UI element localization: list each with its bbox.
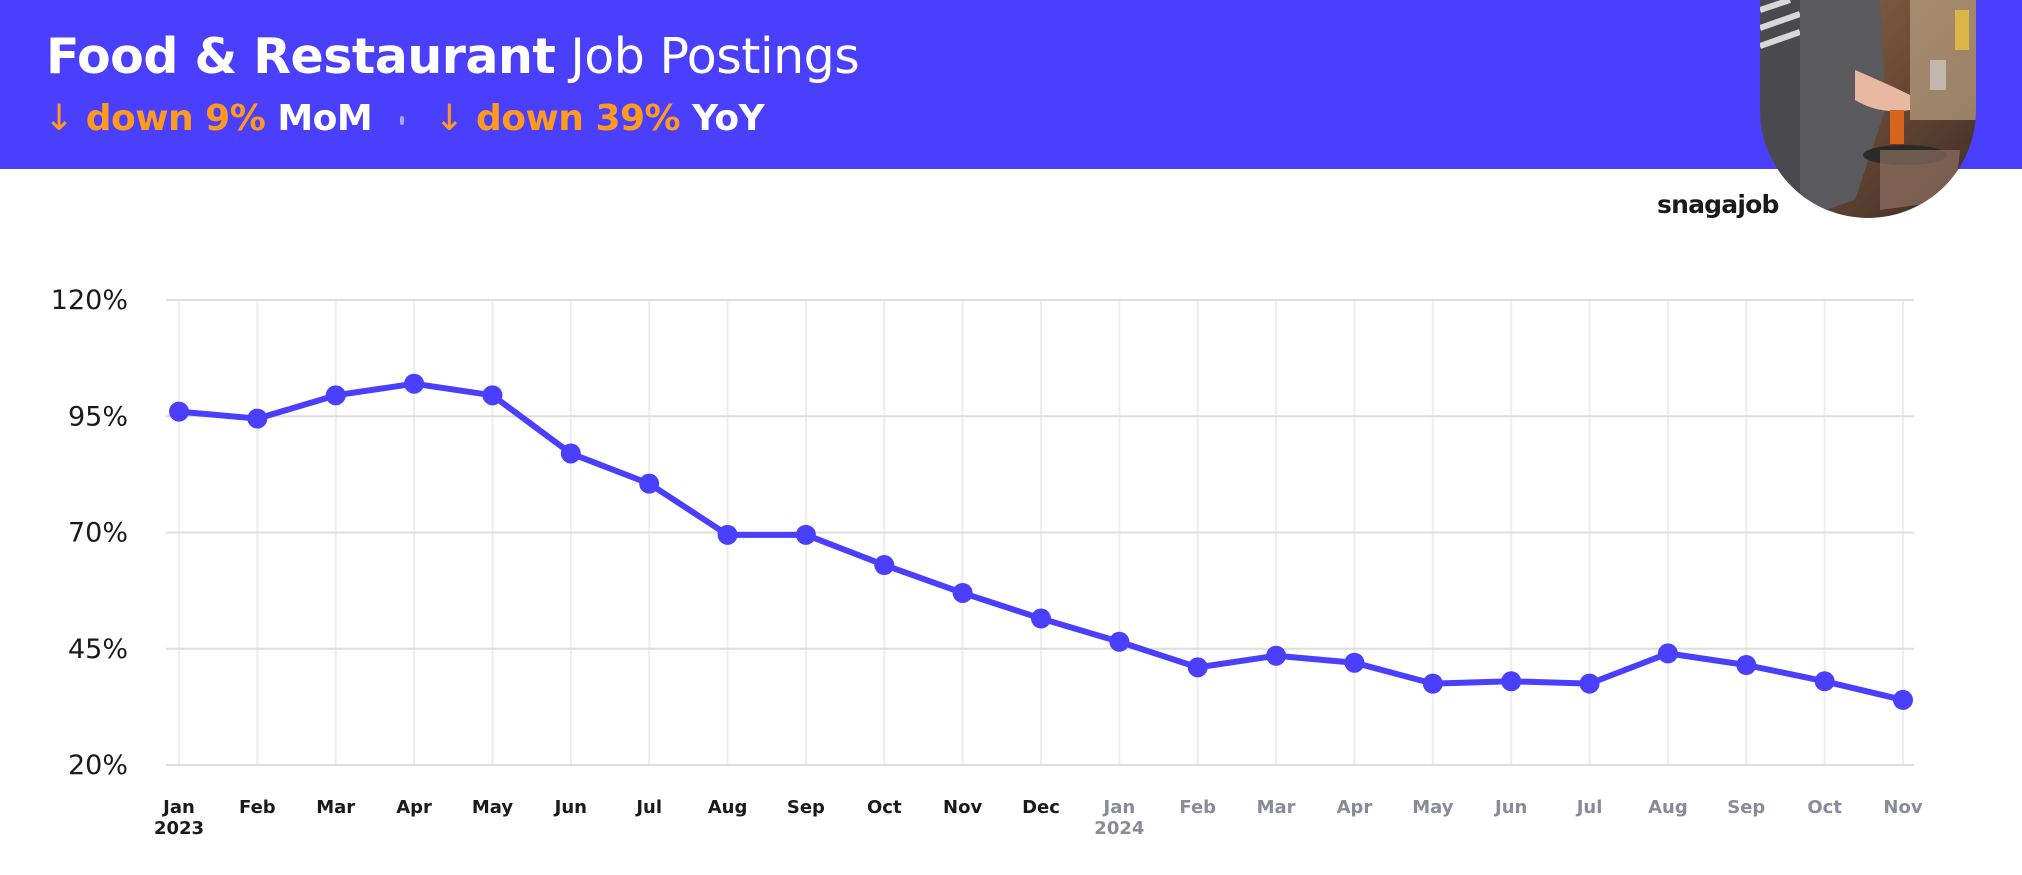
yoy-label: YoY	[692, 98, 765, 139]
data-point	[1893, 689, 1913, 710]
data-point	[1266, 645, 1287, 666]
x-tick-label: Oct	[1807, 797, 1842, 818]
yoy-value: down 39%	[476, 98, 681, 139]
y-tick-label: 20%	[68, 750, 128, 781]
down-arrow-icon: ↓	[44, 98, 74, 139]
data-point	[247, 408, 268, 429]
x-tick-label: Nov	[943, 797, 982, 818]
x-tick-label: Sep	[787, 797, 825, 818]
y-tick-label: 45%	[68, 634, 128, 665]
x-tick-label: Dec	[1022, 797, 1060, 818]
x-tick-label: Aug	[1648, 797, 1688, 818]
page-title: Food & Restaurant Job Postings	[46, 28, 860, 85]
data-point	[1657, 643, 1678, 664]
x-tick-label: Jan	[161, 797, 195, 818]
x-tick-label: May	[472, 797, 514, 818]
y-tick-label: 95%	[68, 401, 128, 432]
x-tick-label: Jul	[1575, 797, 1603, 818]
data-point	[169, 401, 189, 422]
data-point	[952, 582, 973, 603]
x-tick-label: Oct	[867, 797, 902, 818]
brand-logo: snagajob	[1657, 190, 1779, 219]
data-point	[1187, 657, 1208, 678]
data-point	[874, 555, 895, 576]
data-point	[325, 385, 346, 406]
x-tick-label: Jan	[1102, 797, 1136, 818]
x-year-label: 2024	[1094, 818, 1144, 839]
data-point	[1501, 671, 1522, 692]
trend-summary: ↓ down 9% MoM ↓ down 39% YoY	[44, 98, 765, 139]
y-tick-label: 120%	[51, 285, 128, 316]
mom-label: MoM	[277, 98, 373, 139]
x-tick-label: Jun	[553, 797, 587, 818]
data-point	[1031, 608, 1051, 629]
data-point	[404, 373, 425, 394]
header-banner	[0, 0, 2022, 169]
data-point	[1579, 673, 1600, 694]
mom-value: down 9%	[85, 98, 266, 139]
title-bold: Food & Restaurant	[46, 28, 556, 85]
barista-photo	[1760, 0, 1976, 218]
data-point	[560, 443, 581, 464]
data-point	[1422, 673, 1443, 694]
x-tick-label: Mar	[1257, 797, 1296, 818]
x-tick-label: Feb	[239, 797, 276, 818]
x-tick-label: Sep	[1727, 797, 1765, 818]
x-tick-label: May	[1412, 797, 1454, 818]
data-point	[639, 473, 660, 494]
data-point	[717, 524, 738, 545]
y-tick-label: 70%	[68, 518, 128, 549]
x-tick-label: Aug	[708, 797, 748, 818]
x-year-label: 2023	[154, 818, 204, 839]
data-point	[1344, 652, 1365, 673]
x-tick-label: Jul	[634, 797, 662, 818]
data-point	[1814, 671, 1835, 692]
x-tick-label: Apr	[1337, 797, 1373, 818]
data-point	[1109, 631, 1130, 652]
data-point	[482, 385, 503, 406]
x-tick-label: Nov	[1883, 797, 1922, 818]
data-point	[1736, 655, 1757, 676]
x-tick-label: Jun	[1493, 797, 1527, 818]
x-tick-label: Feb	[1179, 797, 1216, 818]
title-light: Job Postings	[570, 28, 860, 85]
data-point	[795, 524, 816, 545]
separator-dot	[400, 115, 405, 125]
x-tick-label: Apr	[396, 797, 432, 818]
down-arrow-icon: ↓	[434, 98, 464, 139]
x-tick-label: Mar	[316, 797, 355, 818]
